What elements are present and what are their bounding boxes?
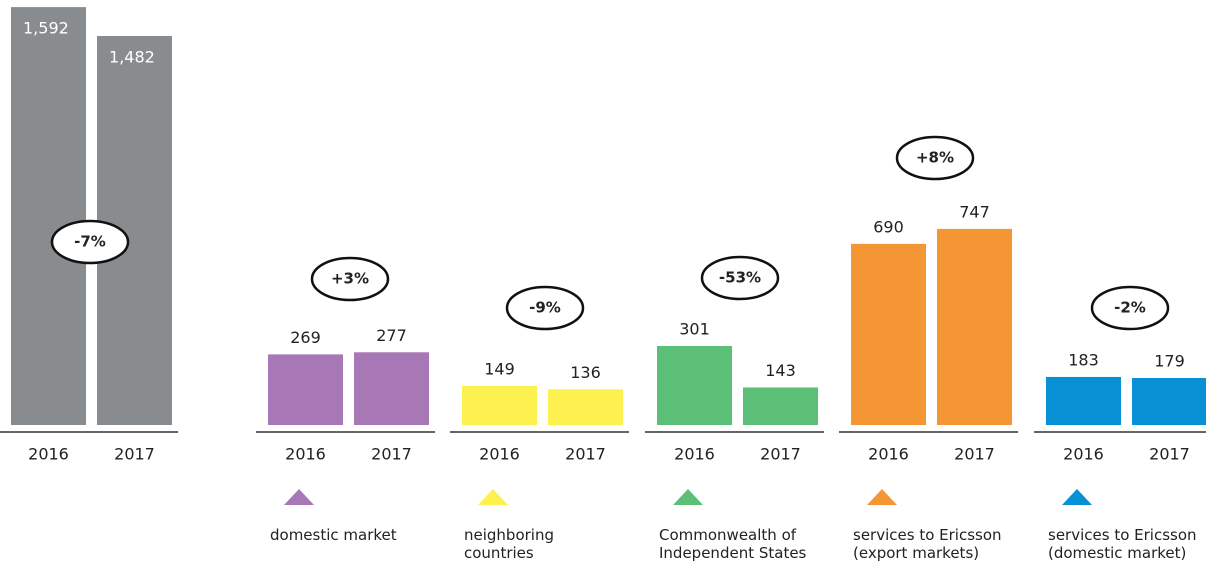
bar [354,352,429,425]
bar [851,243,926,425]
change-label: -2% [1114,299,1146,317]
legend-marker [478,489,508,505]
bar [657,345,732,425]
value-label: 690 [873,217,904,236]
x-tick-label: 2017 [371,445,412,464]
value-label: 1,482 [109,47,155,66]
x-tick-label: 2016 [479,445,520,464]
change-ellipse [1090,285,1170,331]
value-label: 179 [1154,352,1185,371]
value-label: 301 [679,319,710,338]
legend-marker [673,489,703,505]
legend-label: services to Ericsson (export markets) [853,526,1002,562]
value-label: 277 [376,326,407,345]
x-tick-label: 2016 [1063,445,1104,464]
change-label: +8% [916,149,954,167]
value-label: 269 [290,328,321,347]
value-label: 149 [484,359,515,378]
change-label: +3% [331,270,369,288]
x-tick-label: 2017 [1149,445,1190,464]
change-ellipse [50,219,130,265]
legend-marker [1062,489,1092,505]
x-tick-label: 2016 [28,445,69,464]
x-tick-label: 2017 [114,445,155,464]
change-label: -7% [74,233,106,251]
x-tick-label: 2016 [868,445,909,464]
change-ellipse [895,135,975,181]
bar [548,389,623,425]
change-label: -53% [719,269,761,287]
legend-marker [284,489,314,505]
x-tick-label: 2017 [760,445,801,464]
bar [268,354,343,425]
x-tick-label: 2016 [674,445,715,464]
x-tick-label: 2016 [285,445,326,464]
bar [1046,376,1121,425]
bar [462,385,537,425]
value-label: 136 [570,363,601,382]
value-label: 183 [1068,350,1099,369]
x-tick-label: 2017 [954,445,995,464]
legend-label: domestic market [270,526,397,544]
bar [1132,378,1206,425]
change-ellipse [310,256,390,302]
bar [743,387,818,425]
legend-label: services to Ericsson (domestic market) [1048,526,1197,562]
legend-marker [867,489,897,505]
value-label: 747 [959,202,990,221]
value-label: 143 [765,361,796,380]
legend-label: Commonwealth of Independent States [659,526,807,562]
change-ellipse [700,255,780,301]
change-ellipse [505,285,585,331]
x-tick-label: 2017 [565,445,606,464]
legend-label: neighboring countries [464,526,554,562]
bar [11,7,86,425]
change-label: -9% [529,299,561,317]
value-label: 1,592 [23,19,69,38]
bar [937,228,1012,425]
